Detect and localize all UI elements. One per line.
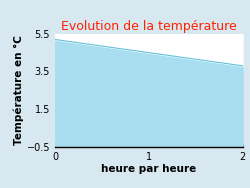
- Y-axis label: Température en °C: Température en °C: [13, 35, 24, 145]
- Title: Evolution de la température: Evolution de la température: [61, 20, 236, 33]
- X-axis label: heure par heure: heure par heure: [101, 164, 196, 174]
